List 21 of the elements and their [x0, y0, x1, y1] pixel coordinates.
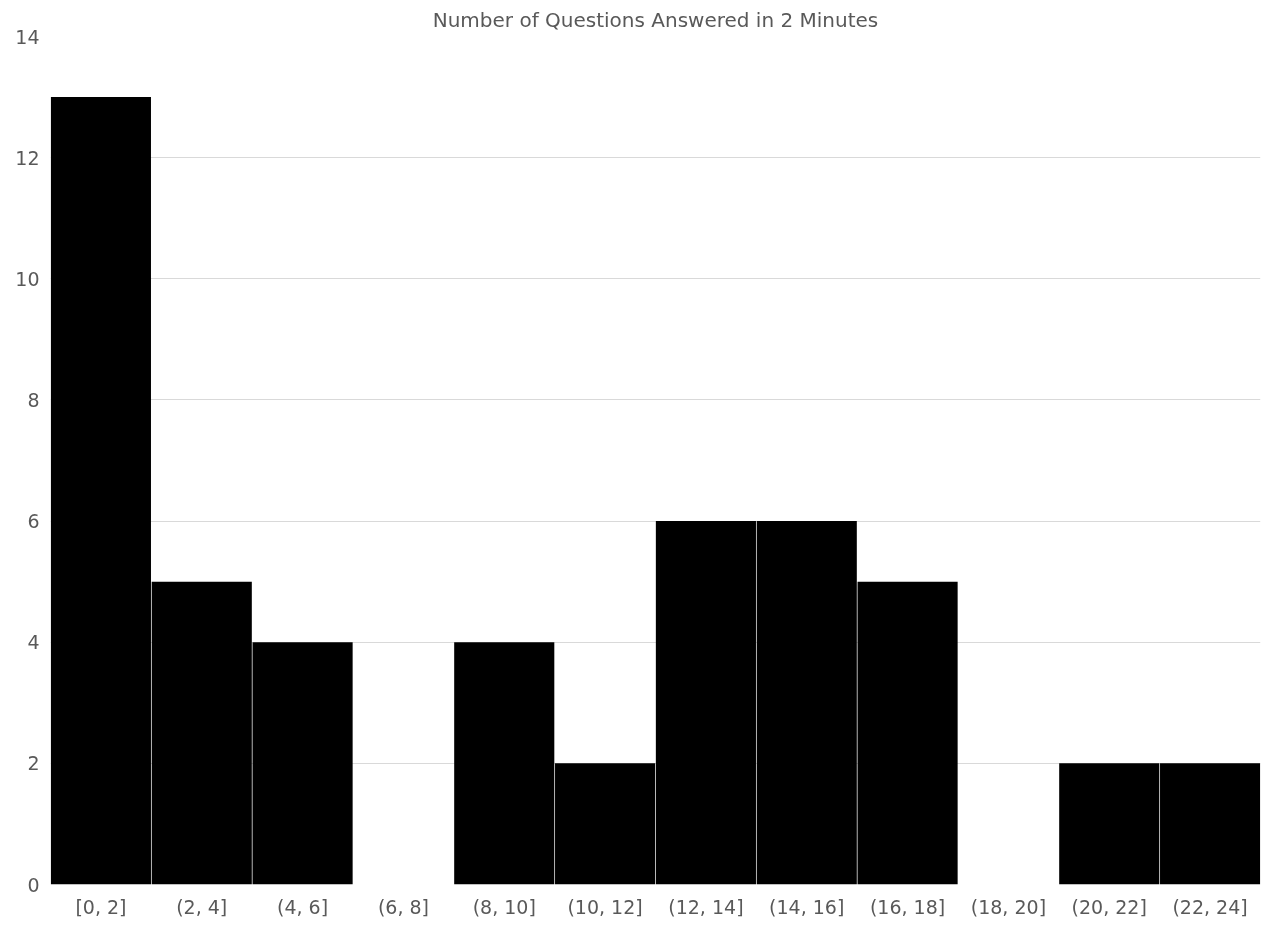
x-tick-label: (6, 8] — [377, 895, 429, 918]
x-tick-label: (12, 14] — [668, 895, 744, 918]
x-tick-label: (8, 10] — [472, 895, 536, 918]
chart-title: Number of Questions Answered in 2 Minutes — [432, 7, 879, 32]
x-tick-label: (20, 22] — [1071, 895, 1147, 918]
x-tick-label: (2, 4] — [176, 895, 228, 918]
x-tick-label: (18, 20] — [970, 895, 1047, 918]
x-tick-label: (22, 24] — [1172, 895, 1248, 918]
x-tick-label: (14, 16] — [769, 895, 845, 918]
y-tick-label: 2 — [27, 752, 40, 775]
y-tick-label: 8 — [27, 388, 40, 411]
y-tick-label: 6 — [27, 510, 40, 533]
x-tick-label: (4, 6] — [277, 895, 329, 918]
y-tick-label: 14 — [15, 25, 40, 48]
y-tick-label: 0 — [27, 873, 40, 896]
x-tick-label: [0, 2] — [75, 895, 127, 918]
y-tick-label: 10 — [15, 267, 40, 290]
x-tick-label: (10, 12] — [567, 895, 643, 918]
y-tick-label: 12 — [15, 146, 40, 169]
x-tick-label: (16, 18] — [869, 895, 946, 918]
y-tick-label: 4 — [27, 631, 40, 654]
